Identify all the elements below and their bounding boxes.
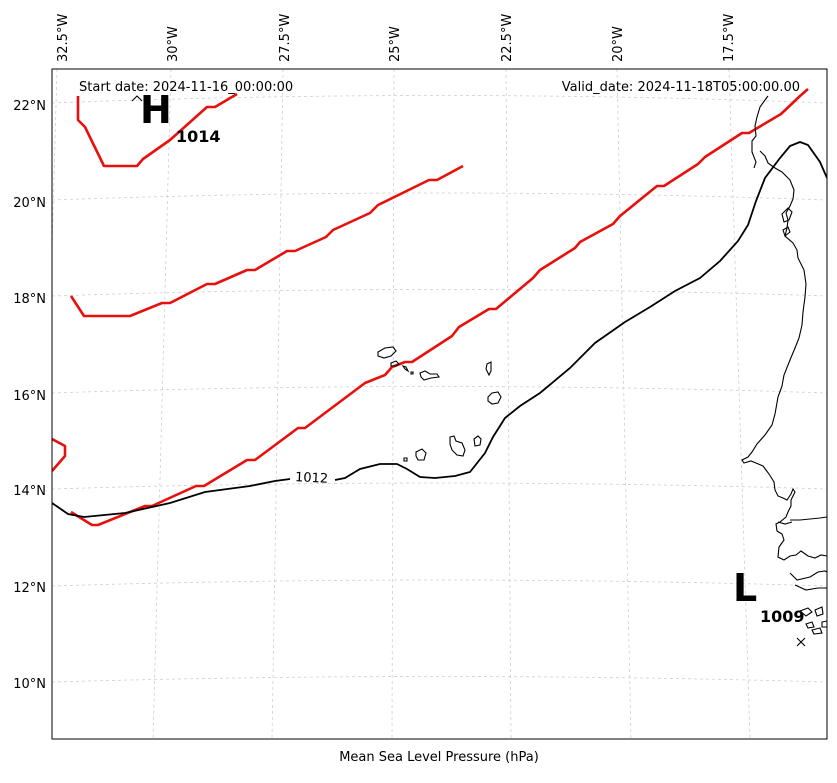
coast-island (814, 606, 824, 617)
footer-title: Mean Sea Level Pressure (hPa) (339, 750, 539, 765)
island (415, 448, 427, 461)
red-isobar (76, 92, 238, 168)
lon-tick: 22.5°W (500, 14, 515, 62)
lat-tick: 12°N (13, 581, 46, 596)
lat-tick: 10°N (13, 677, 46, 692)
isobar-1012 (52, 141, 827, 518)
coast-island (782, 226, 791, 237)
start-date: Start date: 2024-11-16_00:00:00 (79, 80, 293, 95)
lon-tick: 30°W (166, 26, 181, 62)
coastline (741, 95, 827, 561)
red-isobars (52, 88, 809, 527)
lat-tick: 18°N (13, 292, 46, 307)
longitude-ticks: 32.5°W 30°W 27.5°W 25°W 22.5°W 20°W 17.5… (56, 14, 737, 62)
island (473, 435, 482, 447)
island (419, 370, 440, 381)
coast-detail (789, 570, 827, 581)
graticule (52, 69, 827, 739)
low-pressure-center: L 1009 (733, 566, 805, 626)
high-letter: H (140, 88, 172, 132)
island (401, 364, 410, 373)
coast-river (790, 516, 827, 521)
island (449, 435, 466, 457)
cape-verde-islands (377, 346, 502, 462)
red-isobar (69, 164, 464, 318)
lon-tick: 20°W (611, 26, 626, 62)
latitude-ticks: 22°N 20°N 18°N 16°N 14°N 12°N 10°N (13, 99, 46, 692)
lon-tick: 17.5°W (722, 14, 737, 62)
plot-area: H 1014 L 1009 1012 Start date: 2024-11-1… (52, 69, 827, 739)
lon-tick: 27.5°W (278, 14, 293, 62)
low-value: 1009 (760, 607, 805, 626)
lat-tick: 16°N (13, 389, 46, 404)
lat-tick: 22°N (13, 99, 46, 114)
high-value: 1014 (176, 127, 221, 146)
coast-island (821, 620, 827, 628)
island (487, 391, 502, 405)
marker-x-icon (796, 637, 806, 647)
caret-icon (131, 95, 143, 102)
coast-island (781, 207, 793, 223)
plot-frame (51, 68, 828, 740)
lon-tick: 32.5°W (56, 14, 71, 62)
contour-label: 1012 (295, 470, 329, 487)
coast-detail (794, 584, 827, 591)
lat-tick: 20°N (13, 196, 46, 211)
lon-tick: 25°W (388, 26, 403, 62)
red-isobar (70, 88, 809, 527)
island (377, 346, 397, 359)
high-pressure-center: H 1014 (131, 88, 221, 146)
coast-detail (777, 521, 793, 525)
coast-island (798, 607, 813, 617)
island (410, 371, 414, 375)
island (390, 360, 400, 367)
lat-tick: 14°N (13, 484, 46, 499)
island (403, 457, 408, 462)
valid-date: Valid_date: 2024-11-18T05:00:00.00 (562, 80, 800, 95)
coast-island (805, 621, 815, 629)
low-letter: L (733, 566, 757, 610)
west-africa-coast (741, 95, 827, 647)
red-isobar (52, 437, 67, 472)
coast-island (811, 627, 823, 635)
island (485, 361, 492, 377)
